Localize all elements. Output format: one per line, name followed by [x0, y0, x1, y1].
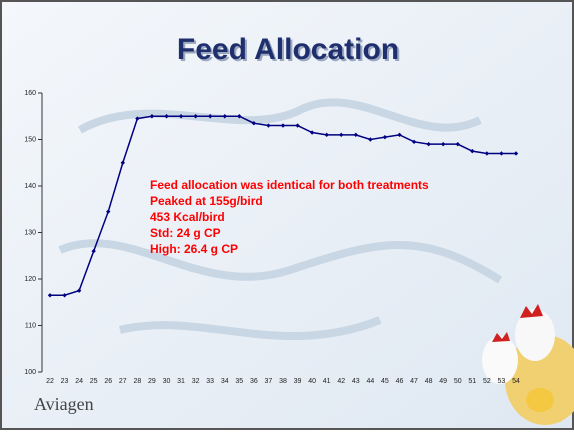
x-tick-label: 36	[250, 378, 258, 385]
x-tick-label: 54	[512, 378, 520, 385]
x-tick-label: 50	[454, 378, 462, 385]
x-tick-label: 28	[133, 378, 141, 385]
x-tick-label: 35	[235, 378, 243, 385]
x-tick-label: 45	[381, 378, 389, 385]
x-tick-label: 42	[337, 378, 345, 385]
y-tick-label: 100	[24, 369, 36, 376]
y-tick-label: 160	[24, 90, 36, 97]
x-tick-label: 30	[163, 378, 171, 385]
x-tick-label: 53	[498, 378, 506, 385]
x-tick-label: 48	[425, 378, 433, 385]
annotation: Feed allocation was identical for both t…	[150, 178, 429, 192]
annotation: 453 Kcal/bird	[150, 210, 225, 224]
x-tick-label: 27	[119, 378, 127, 385]
x-tick-label: 22	[46, 378, 54, 385]
x-tick-label: 51	[468, 378, 476, 385]
x-tick-label: 49	[439, 378, 447, 385]
x-tick-label: 23	[61, 378, 69, 385]
x-tick-label: 37	[265, 378, 273, 385]
x-tick-label: 24	[75, 378, 83, 385]
annotation: High: 26.4 g CP	[150, 242, 238, 256]
x-tick-label: 47	[410, 378, 418, 385]
x-tick-label: 41	[323, 378, 331, 385]
x-tick-label: 26	[104, 378, 112, 385]
x-tick-label: 29	[148, 378, 156, 385]
y-tick-label: 140	[24, 183, 36, 190]
chart-title: Feed Allocation	[177, 33, 399, 66]
x-tick-label: 25	[90, 378, 98, 385]
x-tick-label: 44	[366, 378, 374, 385]
x-tick-label: 46	[396, 378, 404, 385]
x-tick-label: 52	[483, 378, 491, 385]
x-tick-label: 38	[279, 378, 287, 385]
y-tick-label: 110	[25, 322, 36, 329]
annotation: Std: 24 g CP	[150, 226, 221, 240]
x-tick-label: 34	[221, 378, 229, 385]
slide: Feed Allocation Feed Allocation Aviagen …	[0, 0, 574, 430]
x-tick-label: 31	[177, 378, 185, 385]
y-tick-label: 120	[24, 276, 36, 283]
logo: Aviagen	[34, 394, 94, 414]
x-tick-label: 43	[352, 378, 360, 385]
x-tick-label: 40	[308, 378, 316, 385]
y-tick-label: 150	[24, 136, 36, 143]
x-tick-label: 39	[294, 378, 302, 385]
annotation: Peaked at 155g/bird	[150, 194, 263, 208]
x-tick-label: 32	[192, 378, 200, 385]
x-tick-label: 33	[206, 378, 214, 385]
y-tick-label: 130	[24, 229, 36, 236]
